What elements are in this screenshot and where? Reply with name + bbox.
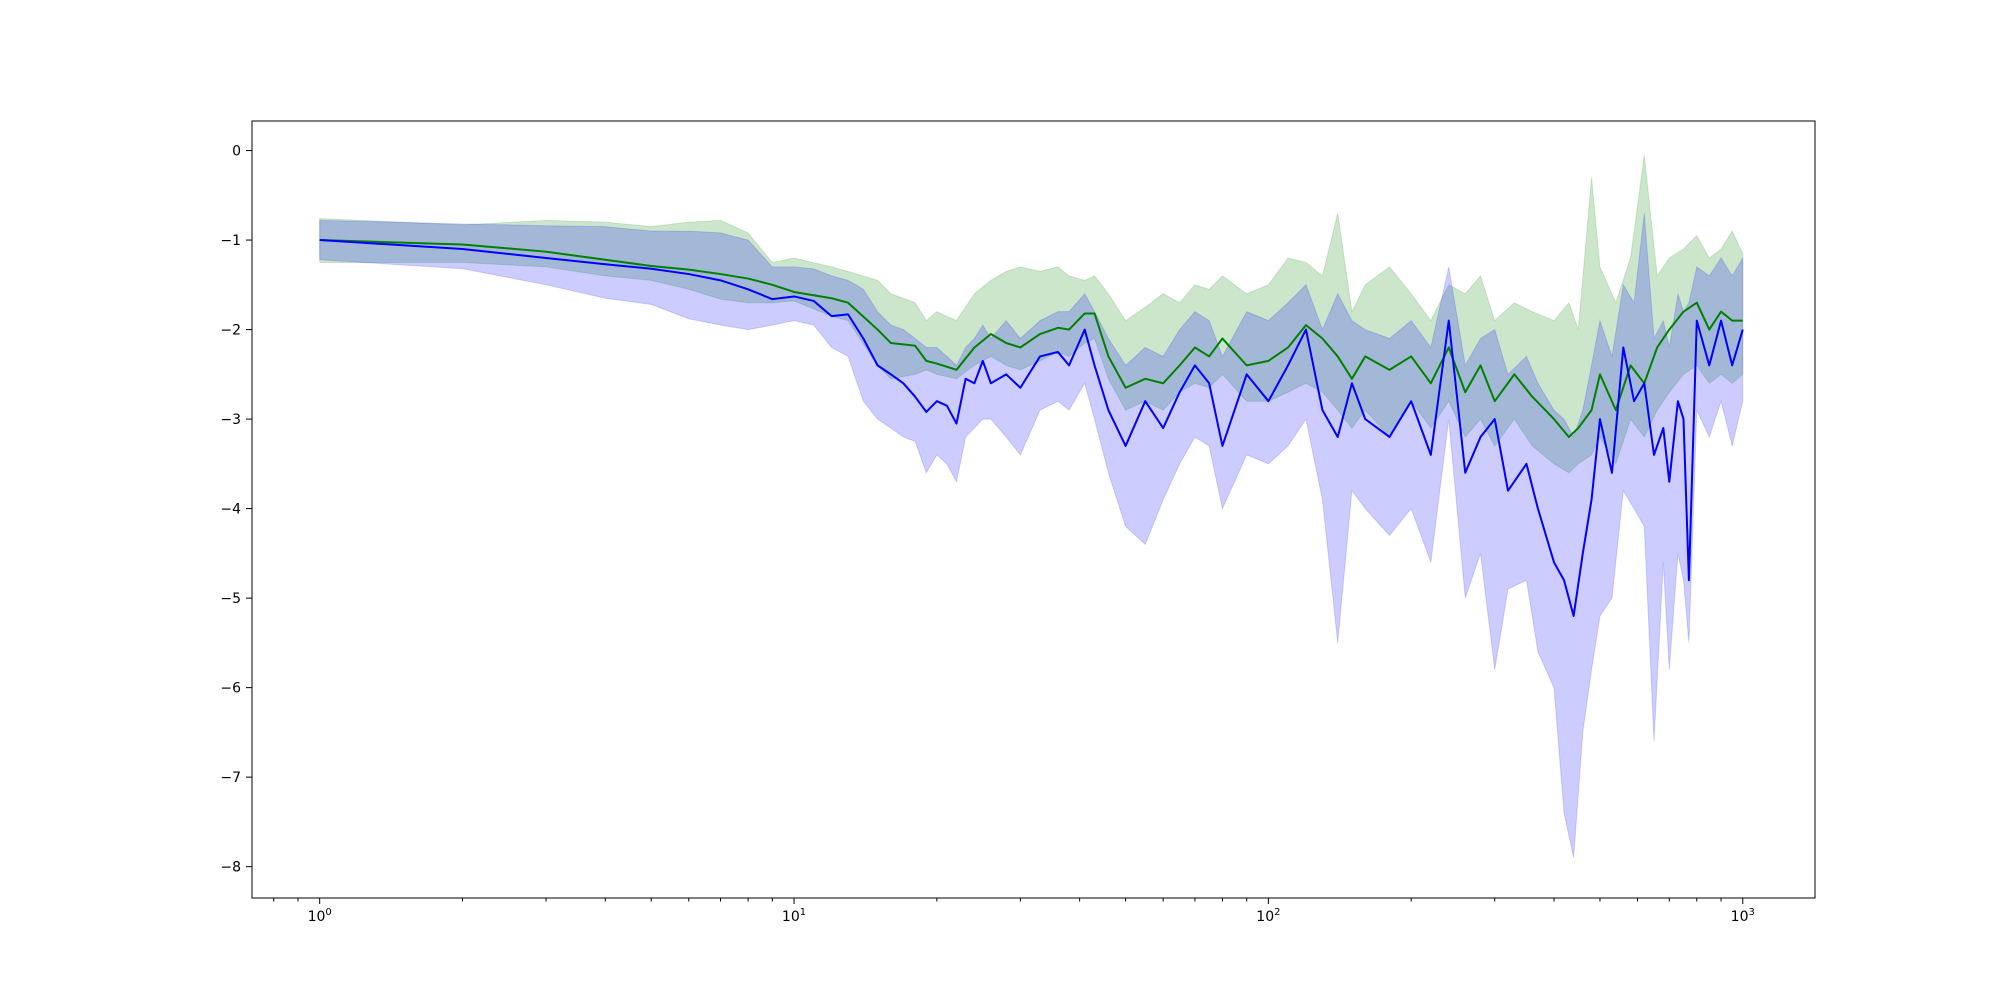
series-2-line bbox=[319, 239, 1744, 618]
y-axis: 0 −1 −2 −3 −4 −5 −6 −7 −8 bbox=[220, 144, 252, 876]
x-tick-exponent: 2 bbox=[1274, 907, 1280, 918]
x-axis: 100 101 102 103 bbox=[273, 898, 1755, 925]
series-1-band bbox=[319, 154, 1744, 474]
plot-frame bbox=[251, 120, 1816, 899]
confidence-bands bbox=[319, 154, 1744, 858]
y-tick-label: −5 bbox=[220, 591, 241, 607]
y-tick-label: 0 bbox=[232, 144, 241, 160]
x-tick-exponent: 0 bbox=[325, 907, 331, 918]
x-tick-exponent: 1 bbox=[800, 907, 806, 918]
x-tick-label: 101 bbox=[782, 907, 806, 925]
series-1-line bbox=[319, 239, 1743, 438]
y-tick-label: −2 bbox=[220, 323, 241, 339]
x-tick-base: 10 bbox=[782, 909, 800, 925]
x-tick-exponent: 3 bbox=[1748, 907, 1754, 918]
series-2-band bbox=[319, 213, 1744, 858]
x-tick-label: 100 bbox=[308, 907, 332, 925]
series-lines bbox=[319, 239, 1744, 618]
y-tick-label: −7 bbox=[220, 770, 241, 786]
x-tick-label: 102 bbox=[1256, 907, 1280, 925]
x-tick-label: 103 bbox=[1731, 907, 1755, 925]
y-tick-label: −1 bbox=[220, 233, 241, 249]
y-tick-label: −4 bbox=[220, 502, 241, 518]
x-tick-base: 10 bbox=[1731, 909, 1749, 925]
x-tick-base: 10 bbox=[1256, 909, 1274, 925]
y-tick-label: −6 bbox=[220, 681, 241, 697]
y-tick-label: −3 bbox=[220, 412, 241, 428]
x-tick-base: 10 bbox=[308, 909, 326, 925]
y-tick-label: −8 bbox=[220, 860, 241, 876]
